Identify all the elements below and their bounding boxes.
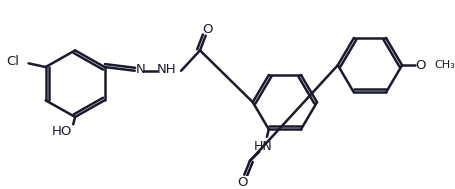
Text: O: O	[415, 59, 425, 72]
Text: O: O	[237, 176, 247, 189]
Text: N: N	[135, 63, 145, 76]
Text: CH₃: CH₃	[433, 60, 454, 70]
Text: Cl: Cl	[6, 55, 19, 68]
Text: HN: HN	[253, 139, 272, 153]
Text: NH: NH	[157, 63, 177, 76]
Text: O: O	[202, 23, 212, 36]
Text: HO: HO	[51, 125, 72, 138]
